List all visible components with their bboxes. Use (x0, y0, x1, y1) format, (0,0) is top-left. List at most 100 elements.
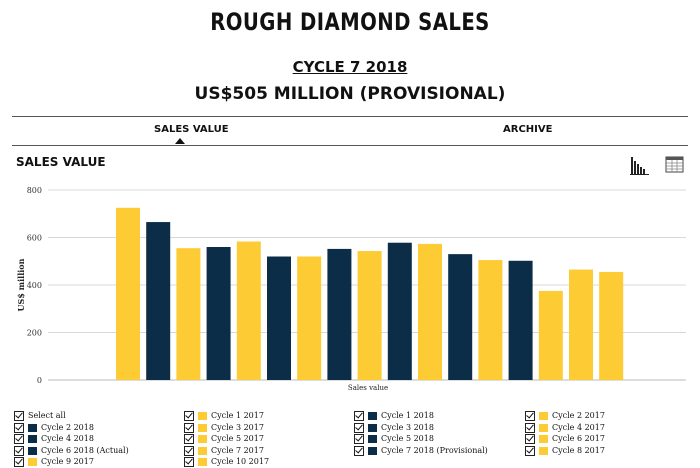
sales-amount: US$505 MILLION (PROVISIONAL) (194, 84, 506, 104)
tab-sales-value[interactable]: SALES VALUE (154, 124, 229, 135)
legend-label: Cycle 9 2017 (41, 457, 94, 467)
legend-item[interactable]: Cycle 2 2017 (525, 410, 605, 421)
legend-item[interactable]: Cycle 10 2017 (184, 456, 270, 468)
legend-item[interactable]: Cycle 9 2017 (14, 456, 94, 468)
legend-item[interactable]: Cycle 3 2017 (184, 422, 264, 433)
tab-archive[interactable]: ARCHIVE (503, 124, 553, 135)
checkbox-checked-icon[interactable] (184, 457, 194, 468)
checkbox-checked-icon[interactable] (14, 411, 24, 421)
legend-item[interactable]: Cycle 8 2017 (525, 445, 605, 456)
bar-cycle-2-2018 (206, 247, 231, 380)
checkbox-checked-icon[interactable] (525, 422, 535, 433)
legend-swatch (539, 446, 548, 455)
checkbox-checked-icon[interactable] (184, 434, 194, 445)
legend-swatch (198, 446, 207, 455)
checkbox-checked-icon[interactable] (525, 434, 535, 445)
legend-label: Cycle 10 2017 (211, 457, 270, 467)
legend-swatch (539, 423, 548, 432)
legend-label: Cycle 2 2018 (41, 422, 94, 432)
cycle-link[interactable]: CYCLE 7 2018 (292, 58, 408, 76)
bar-cycle-4-2018 (327, 248, 352, 380)
legend-label: Cycle 1 2018 (381, 411, 434, 420)
legend-item[interactable]: Cycle 5 2018 (354, 433, 434, 445)
legend-swatch (368, 423, 377, 432)
y-tick-label: 0 (37, 376, 42, 385)
legend-swatch (368, 446, 377, 455)
legend-item[interactable]: Cycle 4 2018 (14, 433, 94, 445)
bar-cycle-6-2017 (418, 243, 442, 380)
legend-label: Cycle 3 2018 (381, 422, 434, 432)
checkbox-checked-icon[interactable] (184, 411, 194, 421)
checkbox-checked-icon[interactable] (354, 445, 364, 456)
checkbox-checked-icon[interactable] (14, 434, 24, 445)
bar-cycle-7-2018-provisional (508, 260, 533, 380)
bar-cycle-5-2017 (357, 251, 382, 380)
checkbox-checked-icon[interactable] (14, 457, 24, 468)
legend-label: Cycle 2 2017 (552, 411, 605, 420)
bar-cycle-1-2018 (146, 222, 171, 380)
legend-item[interactable]: Cycle 2 2018 (14, 422, 94, 433)
checkbox-checked-icon[interactable] (14, 445, 24, 456)
legend-swatch (198, 458, 207, 467)
checkbox-checked-icon[interactable] (354, 422, 364, 433)
bar-cycle-9-2017 (569, 269, 593, 380)
legend-label: Cycle 8 2017 (552, 445, 605, 455)
checkbox-checked-icon[interactable] (525, 445, 535, 456)
bar-chart-icon[interactable] (628, 155, 652, 177)
legend-item[interactable]: Cycle 6 2018 (Actual) (14, 445, 129, 456)
y-tick-label: 200 (27, 329, 42, 338)
checkbox-checked-icon[interactable] (354, 411, 364, 421)
legend-item[interactable]: Cycle 5 2017 (184, 433, 264, 445)
checkbox-checked-icon[interactable] (184, 422, 194, 433)
checkbox-checked-icon[interactable] (184, 445, 194, 456)
bar-cycle-4-2017 (297, 256, 322, 380)
legend-label: Cycle 4 2017 (552, 422, 605, 432)
legend-label: Cycle 5 2017 (211, 434, 264, 444)
legend-item[interactable]: Cycle 3 2018 (354, 422, 434, 433)
legend-label: Cycle 6 2018 (Actual) (41, 445, 129, 455)
legend-item[interactable]: Cycle 7 2017 (184, 445, 264, 456)
legend-select-all[interactable]: Select all (14, 410, 66, 421)
page-title: ROUGH DIAMOND SALES (210, 8, 490, 36)
legend-swatch (28, 458, 37, 467)
legend-swatch (28, 435, 37, 444)
y-axis-label: US$ million (16, 258, 26, 311)
legend-swatch (539, 412, 548, 420)
bar-cycle-7-2017 (478, 260, 503, 380)
legend-item[interactable]: Cycle 1 2017 (184, 410, 264, 421)
legend-item[interactable]: Cycle 7 2018 (Provisional) (354, 445, 488, 456)
legend-swatch (539, 435, 548, 444)
legend-swatch (198, 423, 207, 432)
tab-bar: SALES VALUE ARCHIVE (12, 116, 688, 146)
bar-cycle-3-2017 (236, 241, 261, 380)
legend-swatch (368, 435, 377, 444)
y-tick-label: 400 (27, 281, 42, 290)
legend-item[interactable]: Cycle 6 2017 (525, 433, 605, 445)
checkbox-checked-icon[interactable] (525, 411, 535, 421)
checkbox-checked-icon[interactable] (354, 434, 364, 445)
bar-cycle-1-2017 (116, 207, 140, 380)
cycle-heading[interactable]: CYCLE 7 2018 (0, 58, 700, 76)
legend-item[interactable]: Cycle 4 2017 (525, 422, 605, 433)
bar-cycle-10-2017 (599, 271, 624, 380)
legend-swatch (368, 412, 377, 420)
x-axis-label: Sales value (348, 384, 388, 392)
bar-cycle-8-2017 (538, 290, 563, 380)
legend-item[interactable]: Cycle 1 2018 (354, 410, 434, 421)
legend-label: Cycle 4 2018 (41, 434, 94, 444)
checkbox-checked-icon[interactable] (14, 422, 24, 433)
y-tick-label: 600 (27, 234, 42, 243)
y-tick-label: 800 (27, 186, 42, 195)
bar-cycle-6-2018-actual (448, 254, 473, 380)
legend-label: Cycle 6 2017 (552, 434, 605, 444)
legend-swatch (198, 412, 207, 420)
legend-swatch (198, 435, 207, 444)
legend-label: Cycle 3 2017 (211, 422, 264, 432)
active-tab-caret-icon (175, 138, 185, 144)
legend-label: Cycle 7 2018 (Provisional) (381, 445, 488, 455)
legend-label: Select all (28, 411, 66, 420)
table-grid-icon[interactable] (665, 155, 689, 177)
bar-cycle-5-2018 (387, 242, 412, 380)
bar-cycle-3-2018 (267, 256, 291, 380)
sales-value-chart: 0 200 400 600 800 US$ million Sales value (16, 186, 686, 392)
